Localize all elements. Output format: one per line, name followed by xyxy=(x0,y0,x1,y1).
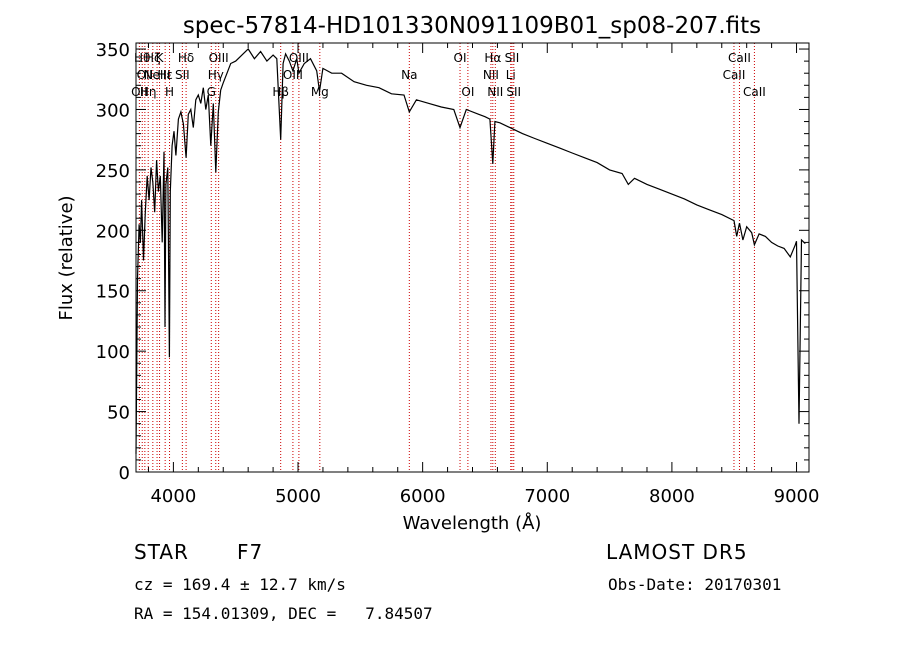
object-subclass: F7 xyxy=(237,540,264,564)
y-tick-label: 0 xyxy=(119,463,130,484)
survey-name: LAMOST DR5 xyxy=(606,540,748,564)
marker-label-20: OI xyxy=(461,85,474,99)
marker-label-18: Na xyxy=(401,68,417,82)
x-tick-label: 7000 xyxy=(524,486,570,507)
chart-title: spec-57814-HD101330N091109B01_sp08-207.f… xyxy=(183,13,761,39)
marker-label-14: Hβ xyxy=(272,85,289,99)
y-tick-label: 200 xyxy=(96,221,130,242)
y-tick-label: 150 xyxy=(96,282,130,303)
marker-label-13: OIII xyxy=(209,51,229,65)
marker-label-3: Hη xyxy=(140,85,157,99)
marker-label-19: OI xyxy=(454,51,467,65)
coordinates: RA = 154.01309, DEC = 7.84507 xyxy=(134,604,433,623)
y-tick-label: 100 xyxy=(96,342,130,363)
marker-label-22: Hα xyxy=(484,51,501,65)
x-tick-label: 9000 xyxy=(774,486,820,507)
x-axis-label: Wavelength (Å) xyxy=(403,512,542,534)
x-tick-label: 4000 xyxy=(150,486,196,507)
marker-label-15: OIII xyxy=(283,68,303,82)
plot-frame xyxy=(135,42,810,473)
object-class: STAR xyxy=(134,540,189,564)
y-axis-label: Flux (relative) xyxy=(56,195,77,320)
marker-label-29: CaII xyxy=(743,85,766,99)
marker-label-21: NII xyxy=(483,68,499,82)
marker-label-5: NeIII xyxy=(144,68,171,82)
x-tick-label: 6000 xyxy=(400,486,446,507)
x-tick-label: 8000 xyxy=(649,486,695,507)
marker-label-8: H xyxy=(165,85,174,99)
marker-label-16: OIII xyxy=(289,51,309,65)
marker-label-9: SII xyxy=(175,68,190,82)
axis-ticks: 4000 5000 6000 7000 8000 9000 0 50 100 150 200 250 3… xyxy=(96,40,820,507)
marker-label-2: OII xyxy=(137,68,154,82)
marker-label-6: K xyxy=(156,51,165,65)
marker-label-11: G xyxy=(207,85,216,99)
marker-label-17: Mg xyxy=(311,85,329,99)
series-layer xyxy=(135,48,806,454)
marker-label-24: Li xyxy=(506,68,516,82)
marker-label-12: Hγ xyxy=(208,68,224,82)
y-tick-label: 300 xyxy=(96,100,130,121)
spectral-line-markers: OIIHθOIIHηHζNeIIIKHεHSIIHδGHγOIIIHβOIIIO… xyxy=(131,43,766,472)
marker-label-7: Hε xyxy=(157,68,173,82)
marker-label-27: CaII xyxy=(723,68,746,82)
marker-label-10: Hδ xyxy=(178,51,194,65)
observation-date: Obs-Date: 20170301 xyxy=(608,575,782,594)
marker-label-28: CaII xyxy=(728,51,751,65)
marker-label-25: SII xyxy=(505,51,520,65)
marker-label-0: OII xyxy=(131,85,148,99)
y-tick-label: 250 xyxy=(96,161,130,182)
y-tick-label: 350 xyxy=(96,40,130,61)
y-tick-label: 50 xyxy=(107,403,130,424)
marker-label-26: SII xyxy=(506,85,521,99)
redshift-velocity: cz = 169.4 ± 12.7 km/s xyxy=(134,575,346,594)
marker-label-23: NII xyxy=(487,85,503,99)
spectrum-line xyxy=(135,48,806,454)
x-tick-label: 5000 xyxy=(275,486,321,507)
